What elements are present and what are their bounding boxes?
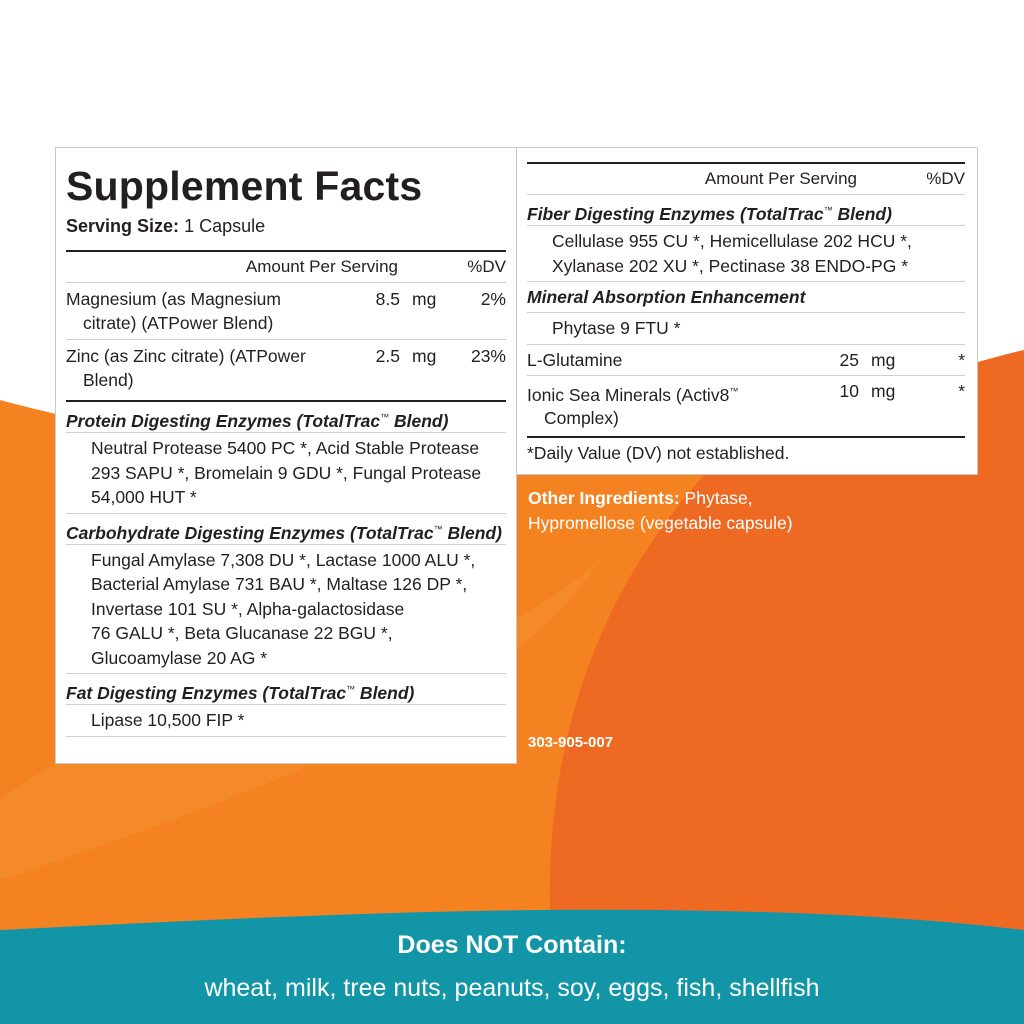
blend-title-mineral: Mineral Absorption Enhancement [527,287,806,307]
other-ingredients-line2: Hypromellose (vegetable capsule) [528,513,793,533]
nutrient-dv: 2% [480,289,506,309]
item-qty: 10 [839,380,859,401]
dv-header: %DV [926,169,965,188]
lot-code: 303-905-007 [528,734,614,751]
item-unit: mg [871,349,896,370]
nutrient-name: Magnesium (as Magnesium [66,289,281,309]
trademark-mark: ™ [823,205,833,215]
blend-title-fiber: Fiber Digesting Enzymes (TotalTrac™ Blen… [527,195,965,225]
item-dv: * [958,380,965,401]
serving-size-value: 1 Capsule [184,216,266,236]
does-not-contain-title: Does NOT Contain: [397,931,627,959]
does-not-contain-list: wheat, milk, tree nuts, peanuts, soy, eg… [204,974,820,1002]
blend-body-carbohydrate: Fungal Amylase 7,308 DU *, Lactase 1000 … [66,545,506,674]
trademark-mark: ™ [346,684,356,694]
blend-line: Phytase 9 FTU * [552,318,681,338]
other-ingredients: Other Ingredients: Phytase, Hypromellose… [528,486,848,536]
blend-title-text: Carbohydrate Digesting Enzymes (TotalTra… [66,522,434,543]
trademark-mark: ™ [380,412,390,422]
column-header: Amount Per Serving %DV [527,164,965,194]
blend-body-fat: Lipase 10,500 FIP * [66,705,506,736]
trademark-mark: ™ [729,385,739,396]
blend-title-fat: Fat Digesting Enzymes (TotalTrac™ Blend) [66,674,506,704]
blend-line: Lipase 10,500 FIP * [91,710,245,730]
nutrient-row-magnesium: Magnesium (as Magnesium citrate) (ATPowe… [66,283,506,339]
item-name: Ionic Sea Minerals (Activ8 [527,384,730,405]
item-row-ionic-sea-minerals: Ionic Sea Minerals (Activ8™ Complex) 10 … [527,376,965,434]
blend-line: 54,000 HUT * [91,487,197,507]
blend-title-text: Protein Digesting Enzymes (TotalTrac [66,410,381,431]
teal-band [0,909,1024,1024]
blend-title-end: Blend) [389,410,449,431]
nutrient-name: Zinc (as Zinc citrate) (ATPower [66,346,306,366]
item-qty: 25 [839,349,859,370]
blend-title-protein: Protein Digesting Enzymes (TotalTrac™ Bl… [66,402,506,432]
blend-line: 76 GALU *, Beta Glucanase 22 BGU *, [91,623,393,643]
blend-line: 293 SAPU *, Bromelain 9 GDU *, Fungal Pr… [91,462,482,483]
blend-line: Fungal Amylase 7,308 DU *, Lactase 1000 … [91,549,476,570]
serving-size: Serving Size: 1 Capsule [66,214,506,238]
blend-title-carbohydrate: Carbohydrate Digesting Enzymes (TotalTra… [66,514,506,544]
nutrient-name-cont: citrate) (ATPower Blend) [83,313,274,333]
blend-title-text: Fat Digesting Enzymes (TotalTrac [66,682,347,703]
supplement-facts-panel-right: Amount Per Serving %DV Fiber Digesting E… [516,147,978,475]
item-dv: * [958,349,965,370]
blend-line: Glucoamylase 20 AG * [91,647,268,668]
column-header: Amount Per Serving %DV [66,252,506,282]
other-ingredients-label: Other Ingredients: [528,488,680,508]
nutrient-unit: mg [412,289,437,309]
nutrient-dv: 23% [470,346,506,366]
orange-dark-swoosh [549,350,1024,1024]
nutrient-qty: 2.5 [375,346,400,366]
blend-body-mineral: Phytase 9 FTU * [527,313,965,344]
blend-line: Xylanase 202 XU *, Pectinase 38 ENDO-PG … [552,255,909,276]
nutrient-unit: mg [412,346,437,366]
supplement-facts-title: Supplement Facts [66,163,423,209]
serving-size-label: Serving Size: [66,216,180,236]
blend-line: Invertase 101 SU *, Alpha-galactosidase [91,598,405,619]
blend-body-fiber: Cellulase 955 CU *, Hemicellulase 202 HC… [527,226,965,281]
dv-header: %DV [467,257,506,276]
blend-line: Bacterial Amylase 731 BAU *, Maltase 126… [91,574,468,594]
item-name: L-Glutamine [527,349,623,370]
blend-line: Cellulase 955 CU *, Hemicellulase 202 HC… [552,231,912,251]
blend-title-end: Blend) [832,203,892,224]
nutrient-row-zinc: Zinc (as Zinc citrate) (ATPower Blend) 2… [66,340,506,396]
blend-title-end: Blend) [355,682,415,703]
blend-title-text: Fiber Digesting Enzymes (TotalTrac [527,203,824,224]
blend-title-end: Blend) [442,522,502,543]
nutrient-qty: 8.5 [375,289,400,309]
supplement-facts-panel-left: Supplement Facts Serving Size: 1 Capsule… [55,147,517,764]
amount-per-serving-header: Amount Per Serving [704,169,857,188]
other-ingredients-line1: Phytase, [679,488,753,508]
blend-line: Neutral Protease 5400 PC *, Acid Stable … [91,438,480,458]
item-name-cont: Complex) [544,408,619,429]
nutrient-name-cont: Blend) [83,370,134,390]
blend-body-protein: Neutral Protease 5400 PC *, Acid Stable … [66,433,506,513]
daily-value-footnote: *Daily Value (DV) not established. [527,443,790,464]
trademark-mark: ™ [433,523,443,534]
amount-per-serving-header: Amount Per Serving [245,257,398,276]
item-unit: mg [871,380,896,401]
item-row-l-glutamine: L-Glutamine 25 mg * [527,345,965,375]
